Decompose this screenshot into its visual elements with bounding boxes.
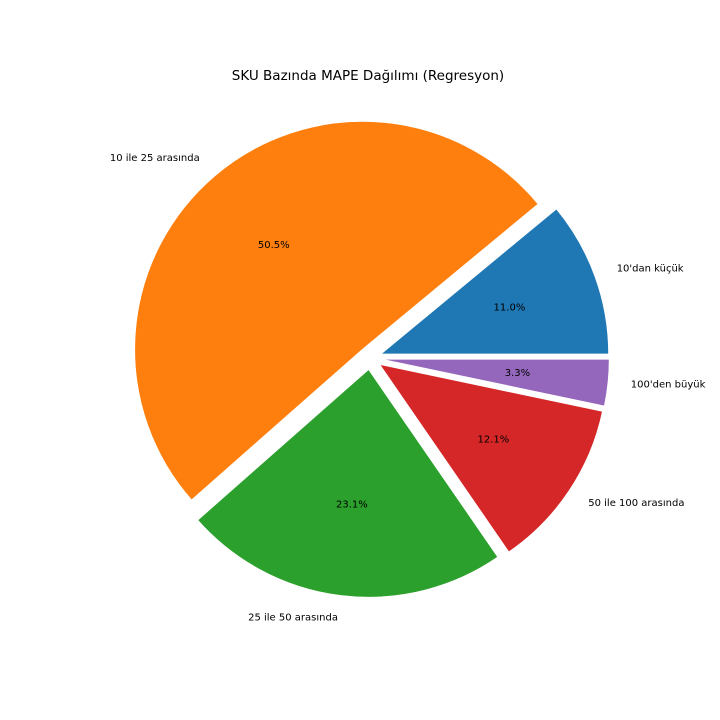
slice-percentage-label: 11.0% — [494, 302, 526, 313]
pie-slice — [134, 120, 539, 501]
slice-category-label: 10 ile 25 arasında — [110, 153, 200, 164]
slice-percentage-label: 12.1% — [477, 435, 509, 446]
slice-category-label: 50 ile 100 arasında — [588, 498, 684, 509]
slice-percentage-label: 3.3% — [505, 368, 530, 379]
slice-category-label: 10'dan küçük — [617, 264, 684, 275]
pie-slice — [379, 208, 610, 355]
slice-category-label: 25 ile 50 arasında — [248, 613, 338, 624]
slice-percentage-label: 50.5% — [258, 240, 290, 251]
chart-title: SKU Bazında MAPE Dağılımı (Regresyon) — [232, 68, 504, 84]
slice-category-label: 100'den büyük — [631, 380, 706, 391]
pie-slice — [381, 358, 610, 407]
slices-layer — [134, 120, 610, 598]
pie-slice — [196, 368, 499, 598]
slice-percentage-label: 23.1% — [336, 500, 368, 511]
labels-layer: 11.0% 10'dan küçük 50.5% 10 ile 25 arasında… — [110, 153, 706, 624]
pie-slice — [378, 363, 604, 553]
